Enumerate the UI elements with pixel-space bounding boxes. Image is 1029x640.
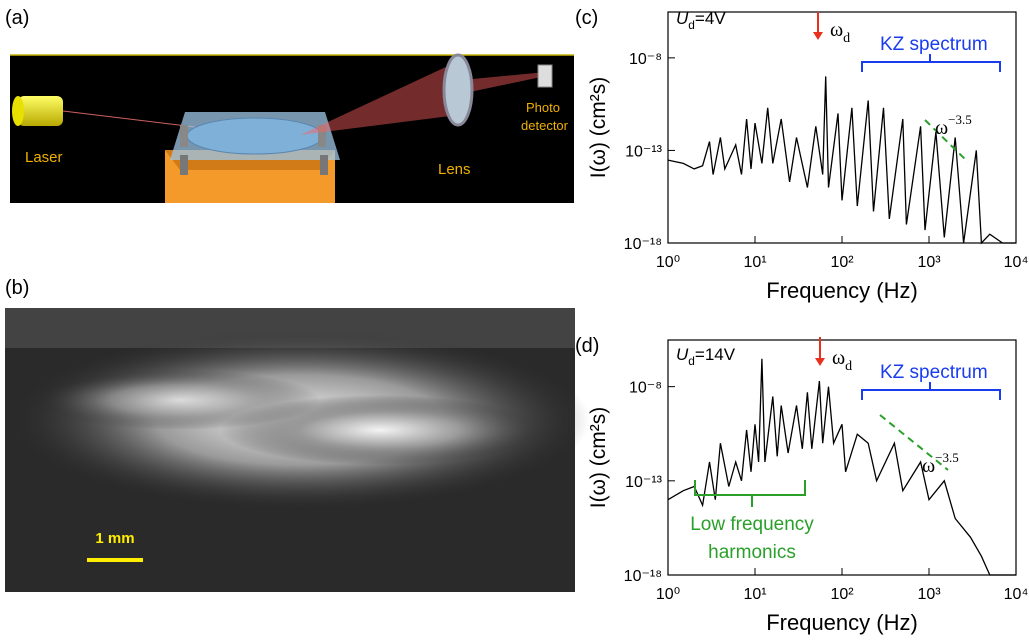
kz-bracket bbox=[861, 54, 1001, 72]
drive-label-text: =4V bbox=[695, 9, 726, 28]
x-tick-label: 10² bbox=[830, 586, 854, 603]
omega-arrow-head bbox=[815, 358, 825, 366]
detector-label: Photo bbox=[526, 100, 560, 115]
x-tick-label: 10⁴ bbox=[1004, 254, 1029, 271]
omega-arrow-head bbox=[813, 32, 823, 40]
x-tick-label: 10² bbox=[830, 254, 854, 271]
drive-label: Ud=14V bbox=[676, 345, 736, 368]
drive-label-subscript: d bbox=[688, 354, 695, 368]
slope-label-symbol: ω bbox=[922, 455, 935, 477]
drive-label-symbol: U bbox=[676, 9, 689, 28]
x-tick-label: 10³ bbox=[917, 586, 941, 603]
y-tick-label: 10⁻¹⁸ bbox=[624, 236, 662, 253]
y-tick-label: 10⁻¹³ bbox=[625, 474, 663, 491]
kz-label: KZ spectrum bbox=[880, 362, 988, 383]
y-axis-label: I(ω) (cm²s) bbox=[587, 77, 610, 179]
y-tick-label: 10⁻⁸ bbox=[629, 51, 662, 68]
slope-line bbox=[924, 119, 969, 163]
y-tick-label: 10⁻⁸ bbox=[629, 380, 662, 397]
omega-d-label-symbol: ω bbox=[830, 19, 843, 41]
omega-d-label-subscript: d bbox=[843, 31, 850, 46]
x-tick-label: 10³ bbox=[917, 254, 941, 271]
harmonics-label: harmonics bbox=[708, 542, 796, 563]
omega-d-label: ωd bbox=[832, 347, 852, 374]
x-tick-label: 10⁰ bbox=[656, 254, 680, 271]
setup-image: Laser Lens Photo detector bbox=[10, 53, 574, 203]
panel-label: (d) bbox=[575, 335, 599, 357]
harmonics-label: Low frequency bbox=[690, 514, 814, 535]
y-axis-label: I(ω) (cm²s) bbox=[587, 407, 610, 509]
drive-label: Ud=4V bbox=[676, 9, 726, 32]
detector-label: detector bbox=[521, 118, 569, 133]
x-tick-label: 10¹ bbox=[743, 586, 766, 603]
drive-label-text: =14V bbox=[695, 345, 736, 364]
panel-label: (a) bbox=[5, 7, 29, 29]
x-axis-label: Frequency (Hz) bbox=[766, 278, 918, 303]
kz-label: KZ spectrum bbox=[880, 34, 988, 55]
harmonics-bracket bbox=[694, 480, 806, 507]
spectrum-line bbox=[667, 358, 1016, 576]
x-axis-label: Frequency (Hz) bbox=[766, 610, 918, 635]
kz-bracket bbox=[861, 382, 1001, 400]
drive-label-symbol: U bbox=[676, 345, 689, 364]
spectrum-line bbox=[667, 76, 1016, 245]
scale-bar-label: 1 mm bbox=[95, 530, 134, 547]
panel-label: (b) bbox=[5, 277, 29, 299]
x-tick-label: 10⁰ bbox=[656, 586, 680, 603]
x-tick-label: 10¹ bbox=[743, 254, 766, 271]
laser-label: Laser bbox=[25, 149, 63, 166]
omega-d-label-subscript: d bbox=[845, 359, 852, 374]
panel-label: (c) bbox=[575, 7, 598, 29]
slope-label-symbol: ω bbox=[935, 117, 948, 139]
y-tick-label: 10⁻¹⁸ bbox=[624, 568, 662, 585]
x-tick-label: 10⁴ bbox=[1004, 586, 1029, 603]
lens-label: Lens bbox=[438, 161, 471, 178]
slope-line bbox=[879, 414, 949, 471]
slope-label: ω−3.5 bbox=[935, 112, 972, 139]
photo: 1 mm bbox=[5, 308, 590, 592]
slope-label: ω−3.5 bbox=[922, 450, 959, 477]
slope-label-superscript: −3.5 bbox=[948, 112, 972, 127]
omega-d-label: ωd bbox=[830, 19, 850, 46]
omega-d-label-symbol: ω bbox=[832, 347, 845, 369]
y-tick-label: 10⁻¹³ bbox=[625, 143, 663, 160]
drive-label-subscript: d bbox=[688, 18, 695, 32]
slope-label-superscript: −3.5 bbox=[935, 450, 959, 465]
